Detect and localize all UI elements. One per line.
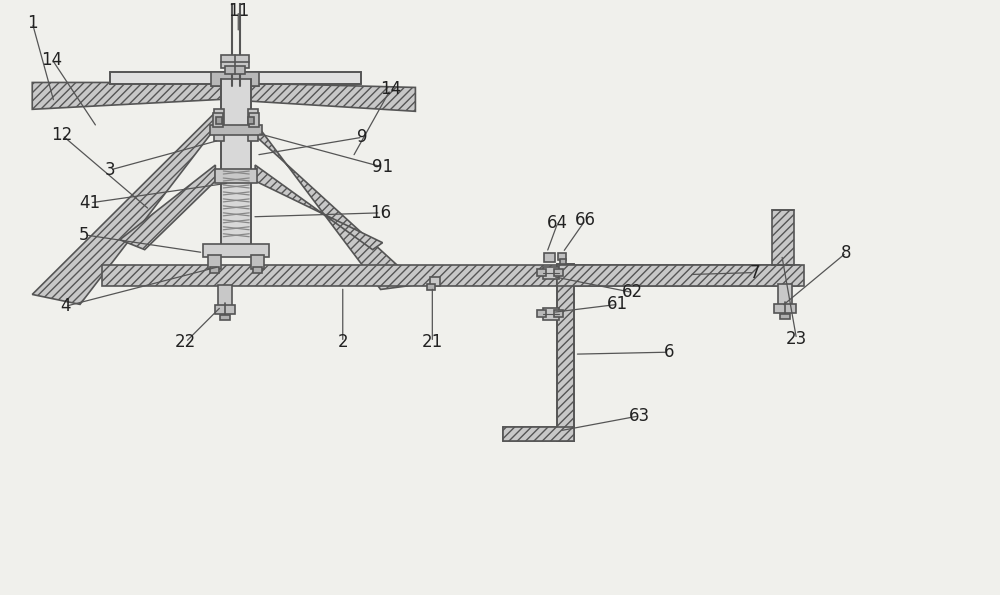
Bar [503, 427, 574, 441]
Text: 16: 16 [370, 204, 391, 222]
Bar [215, 305, 235, 314]
Bar [557, 264, 574, 441]
Text: 6: 6 [664, 343, 674, 361]
Bar [554, 268, 563, 275]
Text: 14: 14 [380, 80, 401, 98]
Bar [221, 55, 249, 67]
Bar [211, 71, 259, 86]
Text: 61: 61 [607, 295, 628, 314]
Text: 5: 5 [79, 226, 89, 244]
Text: 91: 91 [372, 158, 393, 176]
Text: 21: 21 [422, 333, 443, 351]
Bar [208, 255, 221, 268]
Bar [102, 265, 799, 286]
Bar [560, 259, 566, 264]
Bar [251, 255, 264, 268]
Polygon shape [221, 83, 415, 111]
Bar [248, 109, 258, 141]
Bar [537, 268, 546, 275]
Text: 66: 66 [575, 211, 596, 229]
Bar [210, 126, 262, 135]
Text: 23: 23 [786, 330, 807, 348]
Bar [430, 277, 440, 286]
Bar [214, 109, 224, 141]
Bar [778, 284, 792, 306]
Text: 41: 41 [79, 194, 101, 212]
Bar [772, 210, 794, 265]
Text: 22: 22 [175, 333, 196, 351]
Bar [248, 117, 254, 124]
Bar [216, 117, 222, 124]
Bar [249, 113, 259, 127]
Text: 14: 14 [42, 51, 63, 68]
Bar [780, 314, 790, 320]
Text: 12: 12 [51, 126, 73, 144]
Text: 9: 9 [357, 128, 368, 146]
Text: 62: 62 [622, 283, 643, 302]
Bar [215, 169, 257, 183]
Bar [221, 80, 251, 255]
Bar [537, 311, 546, 317]
Bar [544, 253, 555, 262]
Bar [543, 267, 559, 278]
Text: 11: 11 [228, 2, 249, 20]
Bar [220, 315, 230, 320]
Text: 63: 63 [629, 407, 650, 425]
Text: 7: 7 [750, 264, 760, 281]
Bar [253, 267, 262, 273]
Polygon shape [255, 165, 383, 250]
Polygon shape [32, 113, 214, 305]
Polygon shape [248, 113, 418, 289]
Bar [554, 311, 563, 317]
Bar [557, 265, 804, 286]
Bar [110, 71, 361, 84]
Polygon shape [32, 83, 221, 109]
Text: 3: 3 [105, 161, 115, 179]
Bar [210, 267, 219, 273]
Text: 2: 2 [337, 333, 348, 351]
Polygon shape [120, 165, 215, 250]
Bar [558, 253, 566, 259]
Bar [203, 244, 269, 256]
Bar [213, 113, 223, 127]
Bar [774, 305, 796, 314]
Bar [427, 284, 435, 290]
Text: 4: 4 [60, 298, 70, 315]
Text: 1: 1 [27, 14, 38, 32]
Bar [218, 286, 232, 308]
Text: 64: 64 [547, 214, 568, 232]
Bar [225, 65, 245, 74]
Bar [543, 308, 559, 320]
Text: 8: 8 [841, 243, 852, 262]
